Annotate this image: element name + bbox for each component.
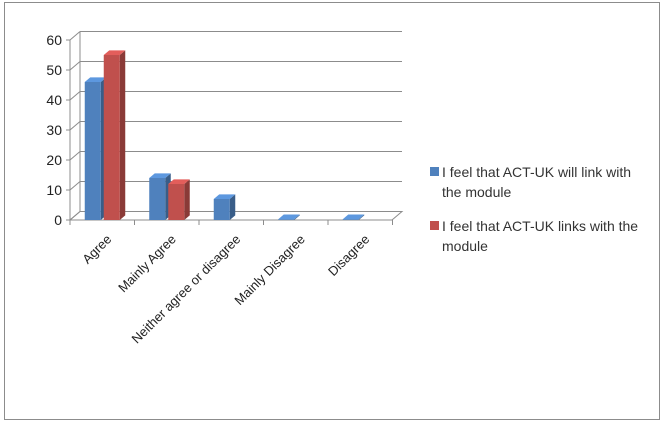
bar-side — [229, 194, 236, 220]
bar-side — [184, 179, 190, 220]
bar-front — [149, 178, 166, 220]
x-category-label: Disagree — [325, 232, 372, 279]
bar-links-mainly-agree — [168, 179, 190, 220]
gridline-side — [69, 61, 81, 71]
y-tick-label: 20 — [46, 152, 62, 168]
legend-swatch-red — [430, 221, 439, 230]
gridline-side — [69, 181, 81, 191]
gridline-side — [69, 151, 81, 161]
bar-top — [213, 194, 236, 199]
y-tick-label: 50 — [46, 62, 62, 78]
y-tick-label: 60 — [46, 32, 62, 48]
bar-links-agree — [103, 50, 126, 221]
bar-top — [342, 214, 365, 220]
legend-label-will-link: I feel that ACT-UK will link with the mo… — [442, 164, 632, 200]
bar-layer — [84, 50, 365, 221]
bar-top — [278, 214, 300, 220]
bar-front — [168, 184, 185, 220]
bar-will-link-mainly-disagree — [278, 214, 300, 220]
bar-will-link-neither-agree-or-disagree — [213, 194, 236, 220]
bar-top — [84, 77, 107, 82]
x-category-label: Mainly Agree — [115, 232, 179, 296]
legend-swatch-blue — [430, 167, 439, 176]
x-category-label: Mainly Disagree — [231, 232, 308, 309]
gridline-side — [69, 91, 81, 101]
bar-side — [294, 214, 300, 220]
bar-front — [278, 219, 295, 220]
y-tick-label: 10 — [46, 182, 62, 198]
bar-front — [342, 219, 359, 220]
y-tick-label: 30 — [46, 122, 62, 138]
legend: I feel that ACT-UK will link with the mo… — [430, 162, 652, 270]
bar-will-link-disagree — [342, 214, 365, 220]
x-category-label: Agree — [79, 232, 114, 267]
gridline-side — [69, 31, 81, 41]
bar-top — [149, 173, 171, 178]
bar-front — [213, 199, 230, 220]
gridline-side — [69, 121, 81, 131]
bar-side — [358, 214, 365, 220]
y-tick-label: 0 — [54, 212, 62, 228]
legend-label-links: I feel that ACT-UK links with the module — [442, 218, 639, 254]
y-tick-label: 40 — [46, 92, 62, 108]
bar-will-link-agree — [84, 77, 107, 220]
bar-front — [103, 55, 120, 220]
bar-side — [119, 50, 126, 221]
y-tick-labels: 0 10 20 30 40 50 60 — [46, 32, 62, 228]
bar-front — [84, 82, 101, 220]
x-category-label: Neither agree or disagree — [129, 232, 244, 347]
bar-top — [103, 50, 126, 55]
bar-top — [168, 179, 190, 184]
legend-entry-will-link: I feel that ACT-UK will link with the mo… — [430, 162, 652, 202]
legend-entry-links: I feel that ACT-UK links with the module — [430, 216, 652, 256]
bar-will-link-mainly-agree — [149, 173, 171, 220]
